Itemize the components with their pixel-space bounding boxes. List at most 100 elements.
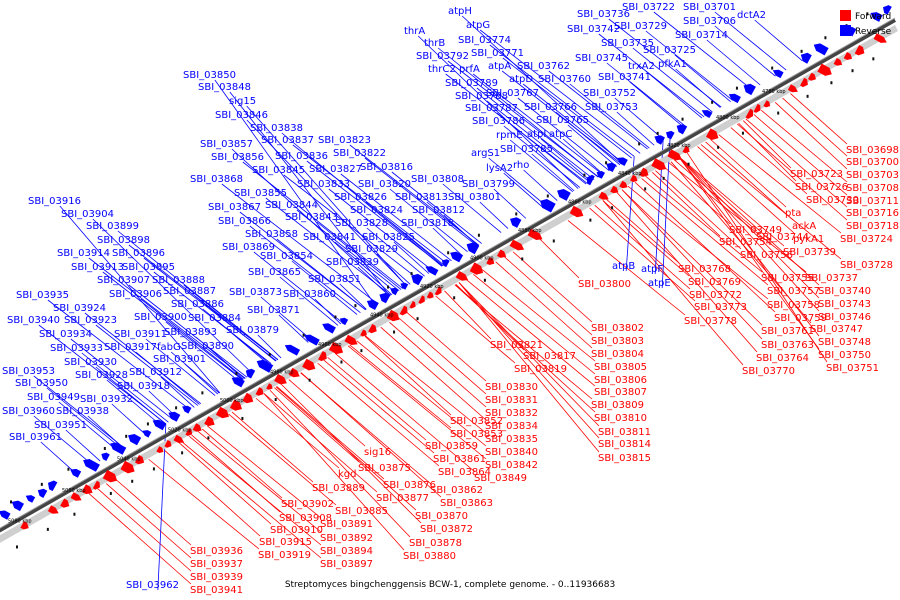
forward-leader-line <box>730 127 808 195</box>
reverse-gene-arrow <box>231 377 245 388</box>
reverse-gene-label: SBI_03801 <box>448 192 501 203</box>
forward-gene-label: SBI_03817 <box>523 351 576 362</box>
reverse-gene-arrow <box>883 5 892 15</box>
forward-leader-line <box>458 282 600 439</box>
forward-leader-line <box>605 198 680 264</box>
reverse-leader-line <box>754 19 803 62</box>
coordinate-tick-label: 5020 kbp <box>168 427 192 433</box>
reverse-leader-line <box>472 73 603 175</box>
reverse-gene-label: SBI_03895 <box>122 262 175 273</box>
reverse-gene-label: SBI_03813 <box>395 192 448 203</box>
forward-gene-arrow <box>386 309 400 322</box>
forward-leader-line <box>790 93 848 145</box>
reverse-gene-label: SBI_03760 <box>538 74 591 85</box>
forward-gene-label: SBI_03892 <box>320 533 373 544</box>
forward-leader-line <box>774 102 848 170</box>
reverse-gene-label: trxA2 <box>628 61 655 72</box>
reverse-gene-label: SBI_03774 <box>458 35 511 46</box>
forward-gene-label: SBI_03737 <box>805 273 858 284</box>
reverse-leader-line <box>92 218 254 375</box>
reverse-gene-arrow <box>800 52 812 64</box>
coordinate-tick-label: 4880 kbp <box>518 228 542 234</box>
reverse-leader-line <box>376 253 411 285</box>
forward-leader-line <box>655 170 742 250</box>
reverse-gene-label: SBI_03706 <box>683 16 736 27</box>
forward-gene-label: SBI_03802 <box>591 323 644 334</box>
feature-mark <box>681 117 684 121</box>
reverse-gene-arrow <box>0 510 11 520</box>
reverse-gene-label: SBI_03913 <box>71 262 124 273</box>
forward-leader-line <box>435 295 516 364</box>
forward-gene-label: SBI_03830 <box>485 382 538 393</box>
forward-gene-arrow <box>185 428 193 436</box>
reverse-gene-label: SBI_03845 <box>252 165 305 176</box>
reverse-leader-line <box>349 144 480 246</box>
reverse-leader-line <box>517 97 610 172</box>
coordinate-tick-label: 4980 kbp <box>270 369 294 375</box>
feature-mark <box>546 194 549 198</box>
forward-gene-arrow <box>854 45 865 56</box>
reverse-gene-label: SBI_03839 <box>326 257 379 268</box>
genome-caption: Streptomyces bingchenggensis BCW-1, comp… <box>285 580 615 590</box>
reverse-leader-line <box>486 100 590 183</box>
feature-mark <box>552 239 555 243</box>
reverse-gene-arrow <box>596 171 605 179</box>
forward-gene-label: SBI_03743 <box>818 299 871 310</box>
forward-gene-label: SBI_03718 <box>846 221 899 232</box>
forward-gene-label: SBI_03815 <box>598 453 651 464</box>
reverse-leader-line <box>391 171 482 244</box>
reverse-gene-label: thrC2 <box>428 64 456 75</box>
reverse-leader-line <box>246 119 408 287</box>
forward-leader-line <box>389 321 487 408</box>
forward-leader-line <box>678 156 820 286</box>
forward-gene-track <box>16 33 887 549</box>
forward-gene-label: SBI_03908 <box>279 513 332 524</box>
reverse-gene-arrow <box>540 199 556 213</box>
reverse-gene-arrow <box>666 130 675 140</box>
forward-leader-line <box>745 118 848 208</box>
reverse-leader-line <box>153 271 272 364</box>
reverse-gene-label: SBI_03766 <box>524 102 577 113</box>
reverse-leader-line <box>183 284 279 361</box>
forward-leader-line <box>686 152 828 363</box>
feature-mark <box>181 451 184 455</box>
reverse-leader-line <box>381 214 444 266</box>
genome-backbone <box>0 18 896 533</box>
reverse-gene-arrow <box>743 83 756 96</box>
reverse-leader-line <box>567 124 617 167</box>
forward-gene-arrow <box>808 72 816 81</box>
forward-gene-label: SBI_03726 <box>795 182 848 193</box>
forward-leader-line <box>616 192 758 353</box>
forward-gene-label: SBI_03902 <box>281 499 334 510</box>
forward-gene-label: SBI_03831 <box>485 395 538 406</box>
reverse-leader-line <box>674 54 731 103</box>
forward-gene-arrow <box>706 128 719 140</box>
forward-leader-line <box>269 389 411 538</box>
forward-gene-label: SBI_03750 <box>818 350 871 361</box>
reverse-gene-label: SBI_03762 <box>517 61 570 72</box>
reverse-gene-label: SBI_03855 <box>234 188 287 199</box>
reverse-gene-label: SBI_03924 <box>53 303 106 314</box>
reverse-gene-arrow <box>411 273 424 286</box>
forward-leader-line <box>288 379 366 447</box>
reverse-leader-line <box>714 11 787 71</box>
forward-leader-line <box>512 251 593 323</box>
reverse-gene-label: SBI_03951 <box>34 420 87 431</box>
reverse-gene-arrow <box>617 157 628 166</box>
coordinate-tick-label: 4860 kbp <box>568 199 592 205</box>
reverse-leader-line <box>531 153 575 192</box>
forward-leader-line <box>760 109 848 183</box>
reverse-gene-label: SBI_03867 <box>208 202 261 213</box>
reverse-gene-label: atpG <box>466 20 490 31</box>
feature-mark <box>175 406 178 410</box>
legend-reverse-swatch <box>840 25 851 36</box>
forward-gene-arrow <box>434 286 442 296</box>
forward-gene-arrow <box>409 301 416 309</box>
forward-leader-line <box>380 326 487 421</box>
feature-mark <box>477 233 480 237</box>
coordinate-tick-label: 4920 kbp <box>420 284 444 290</box>
forward-gene-label: SBI_03772 <box>689 290 742 301</box>
forward-gene-arrow <box>630 174 638 183</box>
feature-mark <box>268 352 271 356</box>
reverse-gene-label: thrA <box>404 26 425 37</box>
